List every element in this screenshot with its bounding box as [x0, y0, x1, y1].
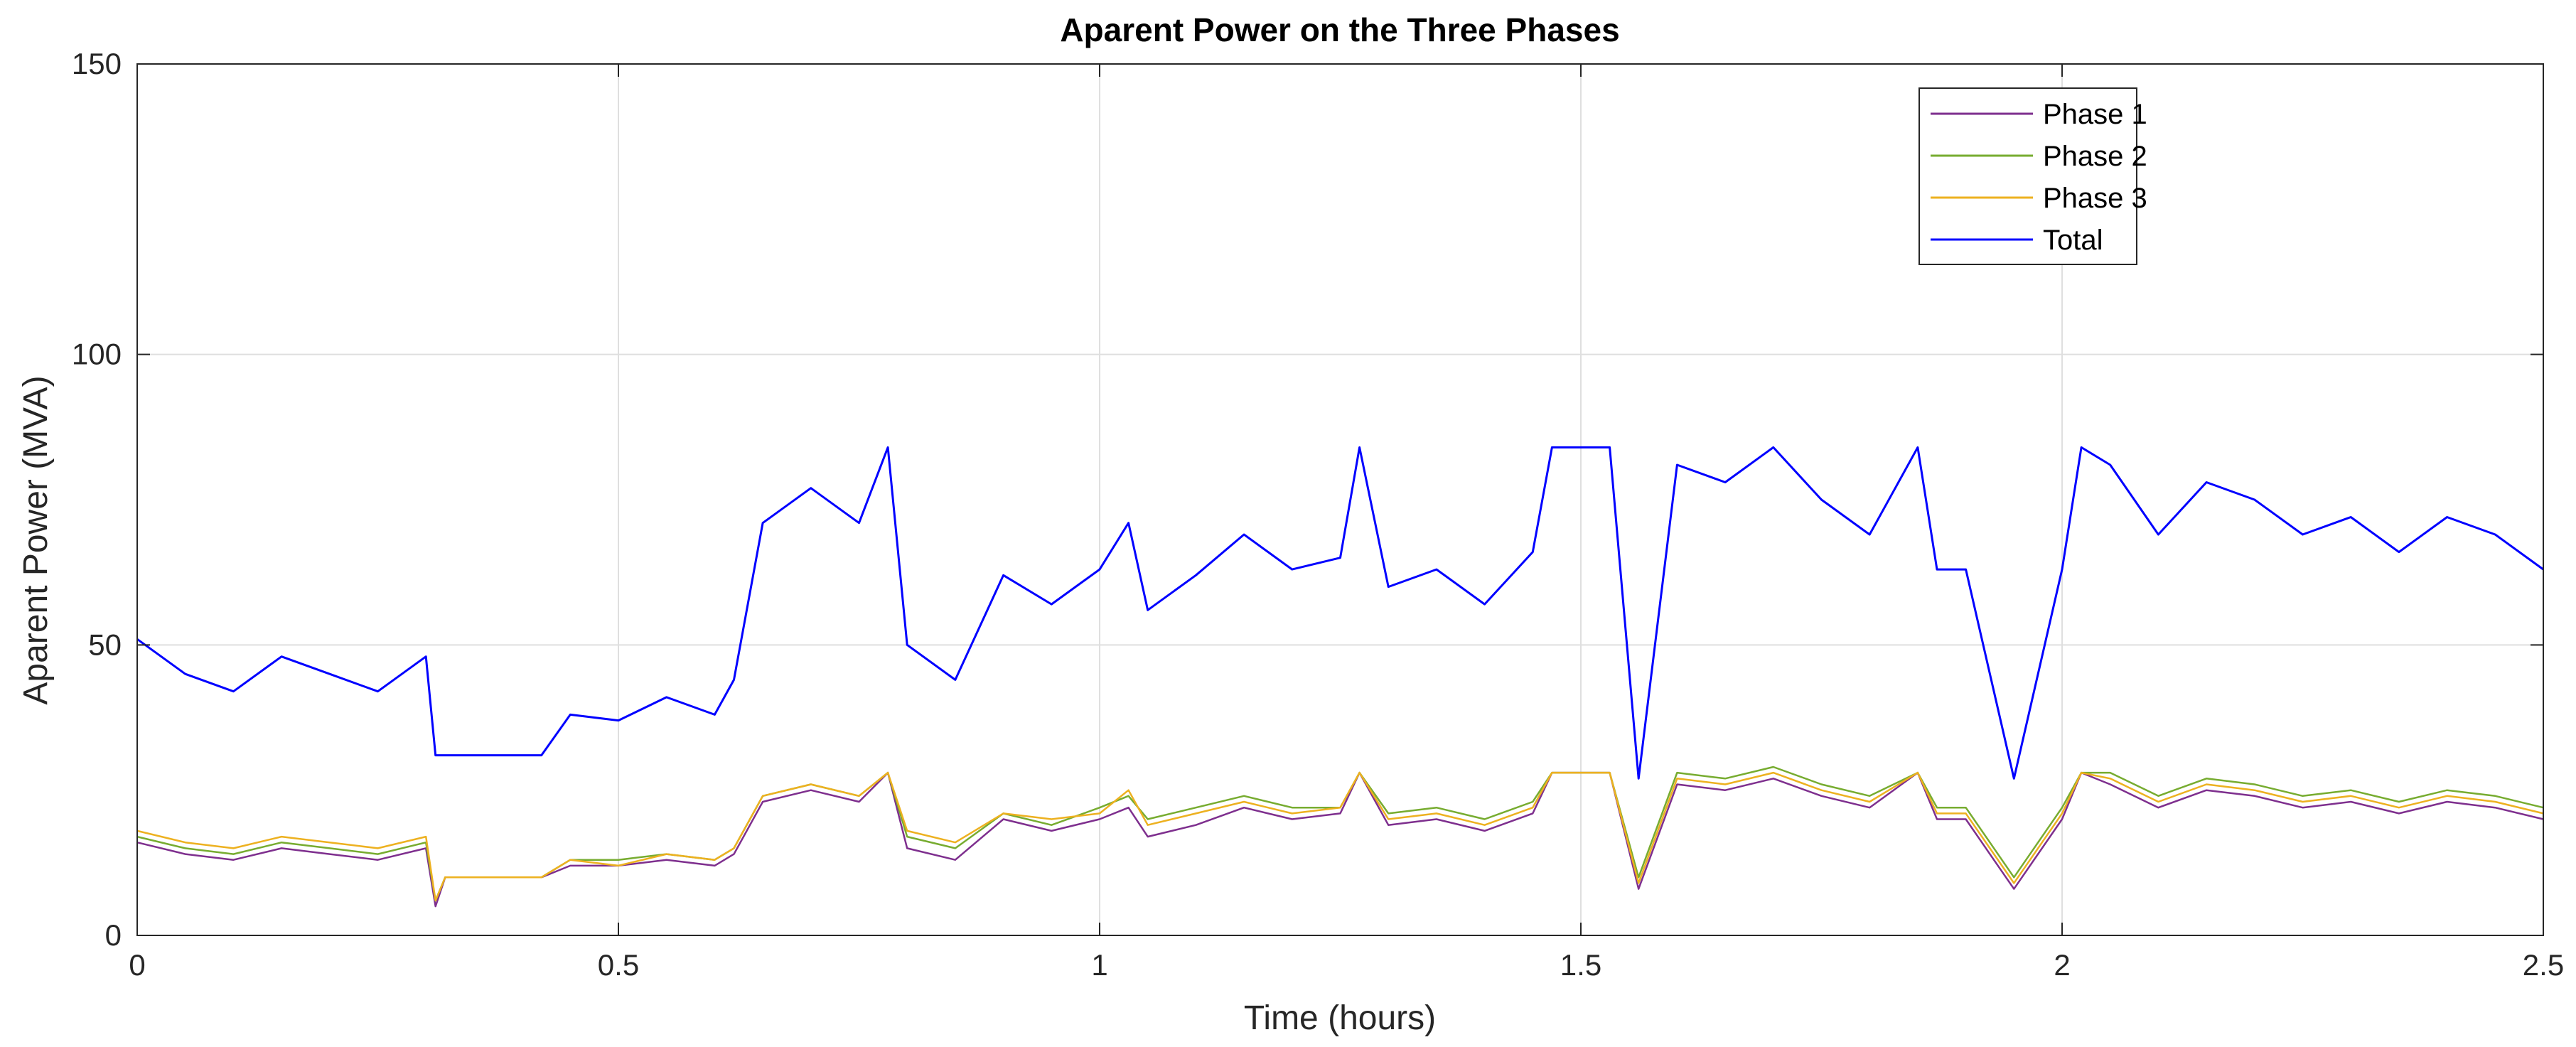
series-line-phase-3	[136, 771, 2544, 902]
chart-title: Aparent Power on the Three Phases	[1060, 11, 1619, 48]
y-tick-label: 50	[88, 628, 122, 661]
legend-label: Phase 1	[2043, 99, 2147, 130]
y-tick-label: 100	[72, 338, 122, 371]
plot-frame	[136, 63, 2544, 936]
legend: Phase 1 Phase 2 Phase 3 Total	[1918, 87, 2147, 265]
legend-label: Phase 3	[2043, 183, 2147, 214]
legend-label: Phase 2	[2043, 141, 2147, 172]
series-line-phase-1	[136, 771, 2544, 908]
y-tick-label: 0	[105, 918, 122, 952]
legend-box	[1918, 87, 2137, 265]
x-tick-label: 2.5	[2523, 948, 2564, 982]
x-tick-label: 0	[129, 948, 145, 982]
y-axis-label: Aparent Power (MVA)	[17, 375, 55, 704]
x-tick-label: 2	[2054, 948, 2070, 982]
axes	[136, 63, 2544, 936]
x-tick-label: 0.5	[598, 948, 639, 982]
legend-label: Total	[2043, 225, 2103, 256]
x-axis-label: Time (hours)	[1244, 999, 1436, 1037]
x-tick-label: 1.5	[1560, 948, 1601, 982]
y-tick-label: 150	[72, 47, 122, 80]
series-group	[136, 446, 2544, 908]
x-tick-label: 1	[1091, 948, 1107, 982]
tick-labels: 0 0.5 1 1.5 2 2.5 0 50 100 150	[72, 47, 2564, 982]
series-line-total	[136, 446, 2544, 780]
